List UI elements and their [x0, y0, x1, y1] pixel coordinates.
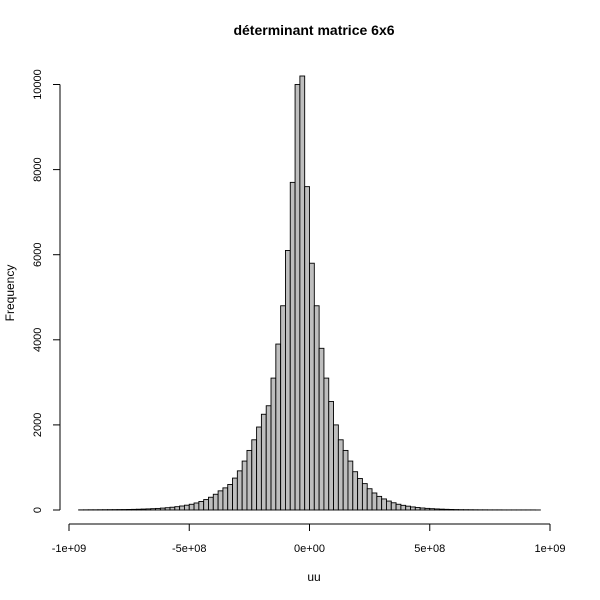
histogram-bar: [347, 460, 354, 511]
histogram-bar: [294, 84, 301, 511]
histogram-bar: [337, 439, 344, 511]
histogram-bar: [217, 490, 224, 511]
y-tick-label: 0: [32, 507, 44, 513]
histogram-bar: [342, 449, 349, 511]
y-tick-label: 8000: [32, 157, 44, 181]
histogram-bar: [164, 507, 171, 511]
histogram-bar: [241, 460, 248, 511]
x-axis-label: uu: [307, 570, 320, 584]
histogram-bar: [145, 508, 152, 511]
histogram-bar: [203, 499, 209, 511]
histogram-bar: [135, 508, 142, 511]
histogram-bar: [183, 504, 190, 511]
histogram-bar: [251, 439, 258, 511]
x-tick-label: 1e+09: [535, 543, 566, 555]
histogram-bar: [246, 449, 253, 511]
histogram-bar: [275, 343, 282, 511]
y-tick-label: 2000: [32, 413, 44, 437]
y-axis-label: Frequency: [3, 265, 17, 322]
histogram-bar: [361, 483, 368, 511]
histogram-bar: [155, 507, 161, 511]
histogram-bar: [232, 477, 238, 511]
histogram-bar: [212, 493, 219, 511]
x-tick-label: 0e+00: [294, 543, 325, 555]
histogram-bar: [289, 181, 296, 511]
y-tick-label: 4000: [32, 328, 44, 352]
histogram-bar: [371, 492, 378, 511]
y-axis: 0 2000 4000 6000 8000 10000: [32, 69, 61, 513]
histogram-bar: [256, 426, 262, 511]
histogram-bar: [174, 506, 181, 511]
histogram-bar: [299, 75, 306, 511]
histogram-bar: [390, 502, 397, 511]
histogram-bar: [309, 262, 315, 511]
histogram-bar: [179, 505, 185, 511]
histogram-bar: [188, 503, 195, 511]
histogram-bar: [328, 401, 334, 511]
histogram-bar: [323, 377, 330, 511]
histogram-bar: [366, 488, 373, 511]
histogram-bar: [193, 502, 200, 511]
histogram-bar: [395, 503, 402, 511]
histogram-bar: [208, 496, 214, 511]
histogram-bar: [424, 507, 431, 511]
histogram-bar: [159, 507, 166, 511]
histogram-bar: [429, 508, 436, 511]
bars-group: [78, 75, 541, 511]
histogram-bar: [448, 509, 455, 511]
histogram-bar: [222, 487, 229, 511]
histogram-bar: [357, 478, 363, 511]
histogram-bar: [131, 508, 137, 511]
histogram-bar: [150, 508, 157, 511]
histogram-bar: [400, 504, 407, 511]
histogram-bar: [410, 506, 416, 511]
histogram-bar: [140, 508, 147, 511]
histogram-bar: [304, 186, 310, 511]
x-tick-label: -1e+09: [52, 543, 87, 555]
y-tick-label: 6000: [32, 242, 44, 266]
x-axis: -1e+09 -5e+08 0e+00 5e+08 1e+09: [52, 523, 566, 555]
histogram-bar: [443, 508, 450, 511]
histogram-bar: [126, 509, 132, 511]
histogram-bar: [333, 424, 339, 511]
histogram-bar: [227, 484, 233, 511]
histogram-bar: [198, 501, 205, 511]
histogram-bar: [285, 249, 291, 511]
histogram-bar: [260, 413, 267, 511]
histogram-bar: [386, 500, 392, 511]
histogram-bar: [376, 495, 383, 511]
histogram-bar: [419, 507, 426, 511]
chart-title: déterminant matrice 6x6: [233, 22, 394, 38]
histogram-bar: [381, 498, 387, 511]
histogram-bar: [318, 347, 325, 511]
x-tick-label: -5e+08: [172, 543, 207, 555]
x-tick-label: 5e+08: [414, 543, 445, 555]
histogram-bar: [280, 305, 286, 511]
histogram-bar: [352, 471, 359, 511]
histogram-bar: [236, 470, 243, 511]
histogram-bar: [265, 405, 272, 511]
histogram-bar: [270, 377, 277, 511]
histogram-bar: [414, 507, 421, 511]
histogram-bar: [313, 305, 320, 511]
histogram-bar: [438, 508, 445, 511]
histogram-bar: [434, 508, 440, 511]
y-tick-label: 10000: [32, 69, 44, 100]
histogram-bar: [405, 505, 411, 511]
histogram-bar: [169, 506, 176, 511]
